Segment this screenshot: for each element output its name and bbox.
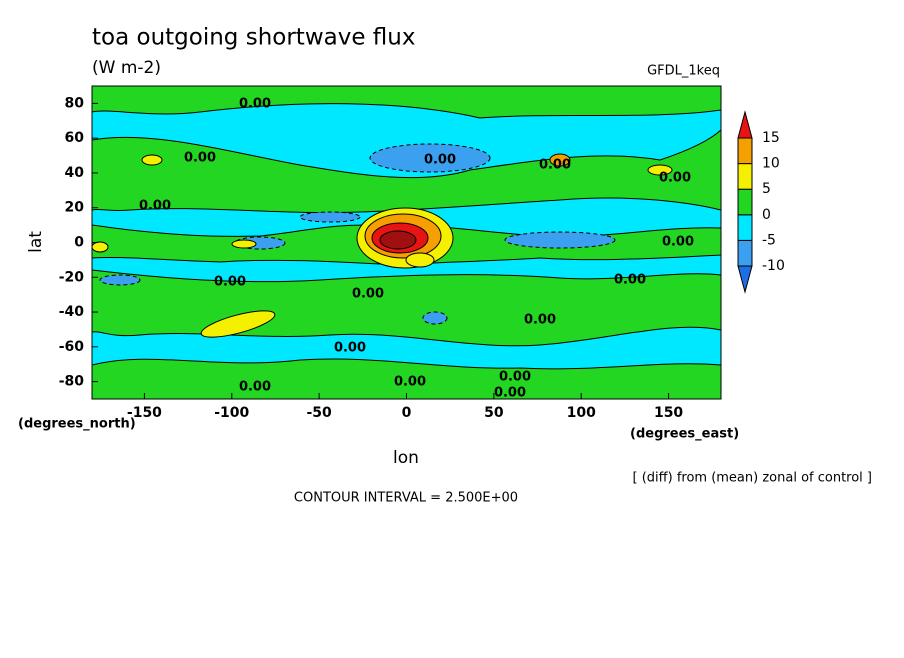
y-tick-label: 60 [65,130,85,146]
colorbar-segment [737,239,753,267]
x-axis-label: lon [393,448,419,468]
contour-label: 0.00 [424,153,456,168]
colorbar-segment [737,265,753,294]
colorbar-label: -5 [762,232,776,248]
contour-label: 0.00 [184,151,216,166]
colorbar-label: 10 [762,156,780,172]
y-units: (degrees_north) [18,417,136,432]
contour-label: 0.00 [352,287,384,302]
contour-label: 0.00 [524,313,556,328]
contour-label: 0.00 [494,386,526,401]
colorbar-segment [737,110,753,139]
contour-label: 0.00 [239,97,271,112]
x-tick-label: 100 [567,405,596,421]
colorbar-label: 0 [762,207,771,223]
y-tick-label: -40 [59,304,85,320]
colorbar-segment [737,137,753,165]
x-tick-label: 50 [484,405,504,421]
note: [ (diff) from (mean) zonal of control ] [633,471,872,486]
contour-label: 0.00 [659,171,691,186]
x-tick-label: -150 [127,405,162,421]
contour-interval: CONTOUR INTERVAL = 2.500E+00 [294,491,518,506]
x-tick-label: -50 [306,405,332,421]
contour-label: 0.00 [139,199,171,214]
y-tick-label: 20 [65,200,85,216]
y-tick-label: -60 [59,339,85,355]
chart-title: toa outgoing shortwave flux [92,25,415,51]
contour-field: 0.000.000.000.000.000.000.000.000.000.00… [92,86,721,401]
colorbar-label: -10 [762,258,785,274]
x-tick-label: 150 [654,405,683,421]
colorbar-label: 5 [762,181,771,197]
x-units: (degrees_east) [630,427,739,442]
x-tick-label: 0 [402,405,412,421]
contour-label: 0.00 [334,341,366,356]
contour-label: 0.00 [539,158,571,173]
colorbar-segment [737,163,753,190]
y-tick-label: 40 [65,165,85,181]
contour-label: 0.00 [662,235,694,250]
contour-label: 0.00 [614,273,646,288]
colorbar-segment [737,214,753,241]
y-axis-label: lat [26,231,46,253]
y-tick-label: 80 [65,95,85,111]
contour-label: 0.00 [239,380,271,395]
chart-subtitle: (W m-2) [92,58,161,78]
y-tick-label: 0 [74,235,84,251]
y-tick-label: -80 [59,374,85,390]
colorbar-label: 15 [762,130,780,146]
contour-label: 0.00 [499,370,531,385]
colorbar-segment [737,188,753,216]
y-tick-label: -20 [59,269,85,285]
model-label: GFDL_1keq [647,64,720,79]
contour-label: 0.00 [214,275,246,290]
contour-label: 0.00 [394,375,426,390]
x-tick-label: -100 [214,405,249,421]
